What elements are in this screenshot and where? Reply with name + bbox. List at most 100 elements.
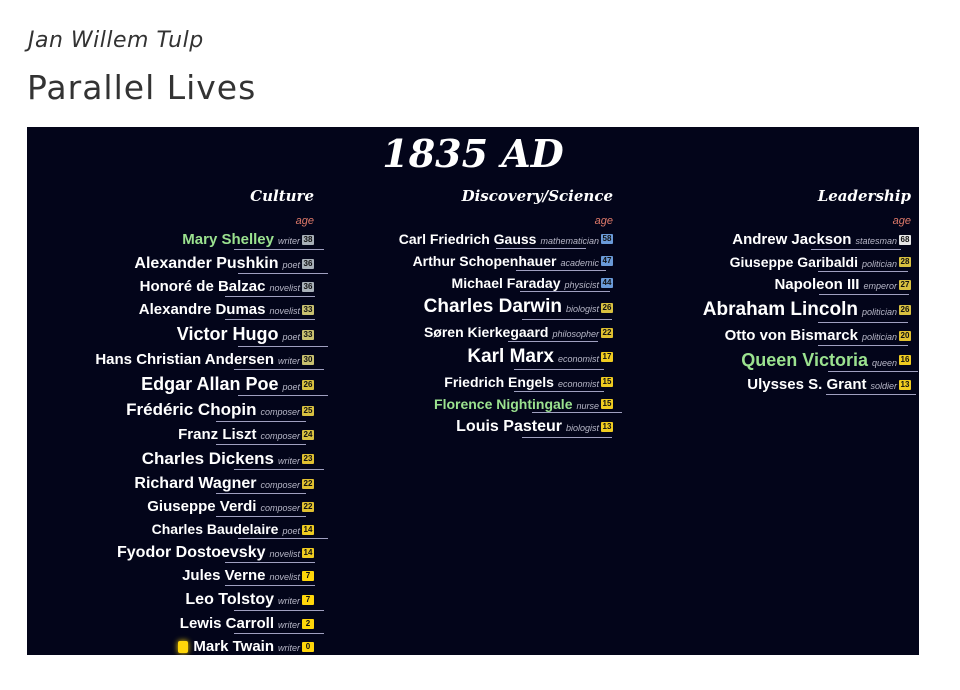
age-badge: 2 bbox=[302, 618, 314, 629]
page-title: Parallel Lives bbox=[27, 68, 257, 107]
age-badge: 20 bbox=[899, 330, 911, 341]
person-name: Richard Wagner bbox=[134, 475, 307, 495]
age-badge: 25 bbox=[302, 405, 314, 416]
person-role: academic bbox=[560, 257, 599, 268]
age-badge: 14 bbox=[302, 547, 314, 558]
person-row[interactable]: Napoleon III emperor 27 bbox=[611, 276, 911, 295]
column-science: Discovery/Science age Carl Friedrich Gau… bbox=[313, 187, 624, 442]
visualization-panel[interactable]: 1835 AD Culture age Mary Shelley writer 38… bbox=[27, 127, 919, 655]
current-marker-icon bbox=[178, 640, 189, 653]
age-badge: 22 bbox=[601, 327, 613, 338]
person-row[interactable]: Fyodor Dostoevsky novelist 14 bbox=[27, 543, 317, 564]
person-row[interactable]: Andrew Jackson statesman 68 bbox=[611, 231, 911, 250]
person-role: writer bbox=[278, 355, 300, 366]
person-name: Arthur Schopenhauer bbox=[412, 252, 607, 271]
person-row[interactable]: Friedrich Engels economist 15 bbox=[313, 374, 613, 392]
age-badge: 28 bbox=[899, 257, 911, 268]
person-row[interactable]: Charles Dickens writer 23 bbox=[27, 448, 325, 471]
person-name: Jules Verne bbox=[182, 567, 317, 587]
person-row[interactable]: Abraham Lincoln politician 26 bbox=[611, 298, 911, 323]
person-role: novelist bbox=[269, 306, 300, 317]
person-row[interactable]: Carl Friedrich Gauss mathematician 58 bbox=[313, 231, 613, 249]
person-role: economist bbox=[557, 353, 599, 364]
age-badge: 68 bbox=[899, 235, 911, 245]
person-name: Carl Friedrich Gauss bbox=[398, 231, 587, 249]
person-role: poet bbox=[282, 260, 300, 270]
person-row[interactable]: Leo Tolstoy writer 7 bbox=[27, 590, 324, 611]
person-name: Mary Shelley bbox=[182, 231, 324, 250]
person-name: Søren Kierkegaard bbox=[423, 324, 598, 342]
age-label: age bbox=[295, 215, 314, 227]
person-row[interactable]: Hans Christian Andersen writer 30 bbox=[27, 351, 324, 370]
age-badge: 26 bbox=[601, 302, 613, 313]
person-name: Victor Hugo bbox=[176, 324, 328, 347]
person-row[interactable]: Karl Marx economist 17 bbox=[313, 345, 613, 370]
person-role: composer bbox=[260, 407, 300, 418]
column-leadership: Leadership age Andrew Jackson statesman 68… bbox=[611, 187, 918, 399]
person-role: philosopher bbox=[552, 329, 599, 340]
person-row[interactable]: Florence Nightingale nurse 15 bbox=[313, 395, 624, 414]
person-row[interactable]: Mary Shelley writer 38 bbox=[27, 231, 324, 250]
person-name: Karl Marx bbox=[467, 345, 604, 370]
person-row[interactable]: Arthur Schopenhauer academic 47 bbox=[313, 252, 613, 271]
age-badge: 13 bbox=[899, 380, 911, 391]
person-row[interactable]: Otto von Bismarck politician 20 bbox=[611, 327, 911, 346]
person-role: statesman bbox=[855, 236, 897, 246]
person-row[interactable]: Alexander Pushkin poet 36 bbox=[27, 254, 329, 275]
column-title: Discovery/Science bbox=[461, 187, 613, 205]
column-title: Leadership bbox=[817, 187, 911, 205]
person-row[interactable]: Michael Faraday physicist 44 bbox=[313, 275, 613, 293]
person-row[interactable]: Charles Darwin biologist 26 bbox=[313, 296, 613, 320]
person-row[interactable]: Franz Liszt composer 24 bbox=[27, 426, 314, 445]
person-row[interactable]: Victor Hugo poet 33 bbox=[27, 324, 328, 347]
person-role: queen bbox=[871, 357, 897, 368]
author-name: Jan Willem Tulp bbox=[28, 28, 204, 53]
person-role: nurse bbox=[576, 400, 599, 411]
person-name: Florence Nightingale bbox=[434, 395, 624, 414]
age-badge: 15 bbox=[601, 398, 613, 409]
age-badge: 47 bbox=[601, 256, 613, 267]
person-name: Ulysses S. Grant bbox=[747, 376, 917, 396]
person-row[interactable]: Louis Pasteur biologist 13 bbox=[313, 417, 613, 438]
person-name: Lewis Carroll bbox=[179, 614, 325, 634]
person-row[interactable]: Giuseppe Verdi composer 22 bbox=[27, 498, 314, 518]
person-row[interactable]: Jules Verne novelist 7 bbox=[27, 567, 317, 587]
person-row[interactable]: Frédéric Chopin composer 25 bbox=[27, 400, 314, 423]
person-row[interactable]: Edgar Allan Poe poet 26 bbox=[27, 374, 329, 396]
age-badge: 33 bbox=[302, 305, 314, 316]
person-row[interactable]: Queen Victoria queen 16 bbox=[611, 350, 918, 372]
person-row[interactable]: Lewis Carroll writer 2 bbox=[27, 614, 325, 634]
person-name: Charles Darwin bbox=[423, 296, 613, 320]
person-row[interactable]: Honoré de Balzac novelist 36 bbox=[27, 278, 316, 298]
person-row[interactable]: Mark Twain writer 0 bbox=[27, 638, 314, 655]
person-name: Abraham Lincoln bbox=[702, 298, 909, 323]
person-role: writer bbox=[278, 455, 300, 466]
year-heading: 1835 AD bbox=[382, 131, 564, 176]
age-badge: 22 bbox=[302, 502, 314, 513]
person-role: soldier bbox=[870, 381, 897, 392]
person-role: biologist bbox=[565, 304, 599, 315]
age-badge: 58 bbox=[601, 234, 613, 245]
age-badge: 22 bbox=[302, 478, 314, 489]
person-role: writer bbox=[278, 619, 300, 630]
person-row[interactable]: Søren Kierkegaard philosopher 22 bbox=[313, 324, 613, 342]
person-row[interactable]: Ulysses S. Grant soldier 13 bbox=[611, 376, 917, 396]
age-badge: 17 bbox=[601, 352, 613, 363]
person-role: politician bbox=[861, 306, 897, 317]
person-role: emperor bbox=[863, 280, 897, 291]
person-role: poet bbox=[282, 332, 300, 343]
person-row[interactable]: Alexandre Dumas novelist 33 bbox=[27, 301, 316, 321]
age-badge: 7 bbox=[302, 594, 314, 605]
person-role: poet bbox=[282, 381, 300, 392]
person-role: composer bbox=[260, 480, 300, 491]
person-name: Charles Dickens bbox=[141, 448, 325, 471]
person-row[interactable]: Richard Wagner composer 22 bbox=[27, 474, 314, 495]
person-name: Alexandre Dumas bbox=[138, 301, 316, 321]
age-label: age bbox=[892, 215, 911, 227]
column-title: Culture bbox=[250, 187, 314, 205]
person-row[interactable]: Charles Baudelaire poet 14 bbox=[27, 521, 329, 539]
age-badge: 44 bbox=[601, 277, 613, 288]
person-role: writer bbox=[278, 642, 300, 653]
person-row[interactable]: Giuseppe Garibaldi politician 28 bbox=[611, 254, 911, 272]
person-role: writer bbox=[278, 236, 300, 246]
